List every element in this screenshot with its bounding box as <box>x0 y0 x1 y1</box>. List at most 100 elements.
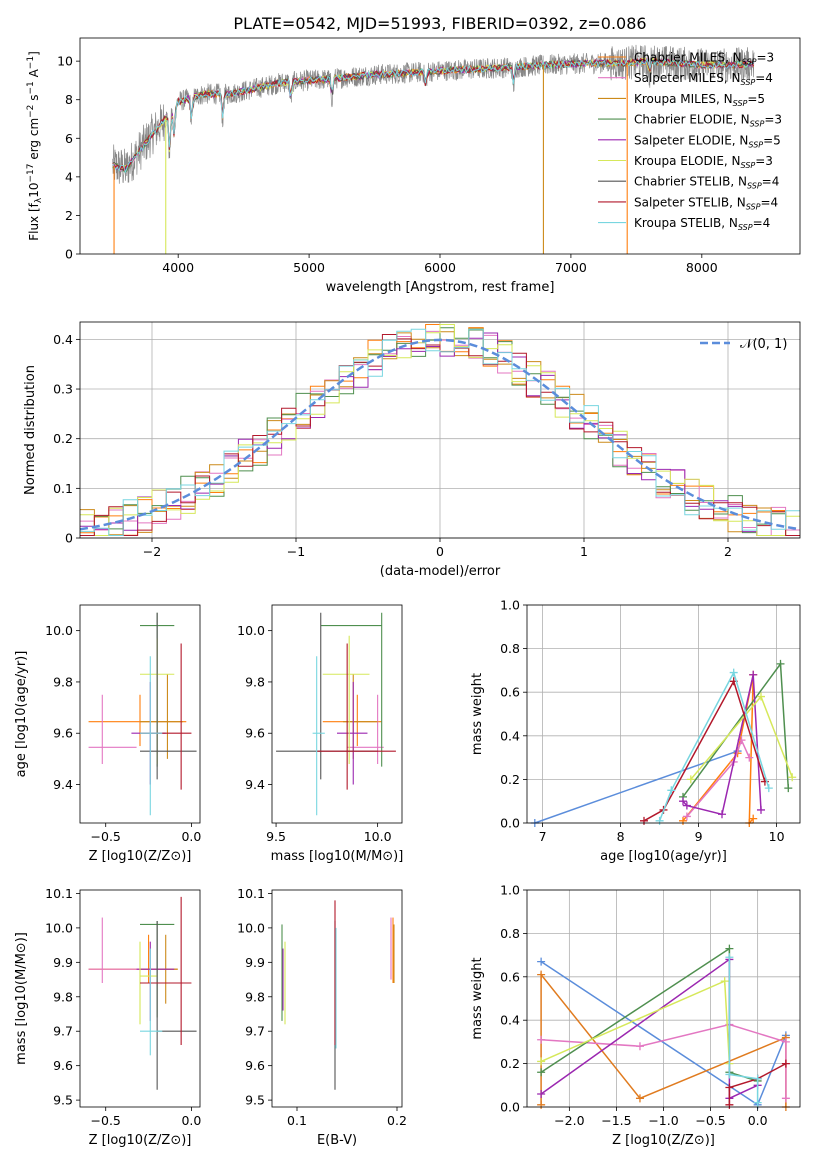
y-tick-label: 0 <box>65 247 73 262</box>
x-tick-label: 0.2 <box>387 1113 407 1128</box>
y-tick-label: 10.0 <box>237 920 265 935</box>
y-tick-label: 9.6 <box>53 726 73 741</box>
weight-marker <box>781 1059 790 1068</box>
x-axis-label: age [log10(age/yr)] <box>600 849 727 864</box>
y-tick-label: 0.2 <box>500 1056 520 1071</box>
y-tick-label: 9.4 <box>53 777 73 792</box>
x-tick-label: −2 <box>143 544 161 559</box>
x-tick-label: 9 <box>695 829 703 844</box>
x-tick-label: 0.1 <box>287 1113 307 1128</box>
y-tick-label: 10.1 <box>237 886 265 901</box>
mass-vs-extinction-panel: 0.1 0.2 9.5 9.6 9.7 9.8 9.9 10.0 10.1 E(B-V) <box>237 886 407 1148</box>
x-axis-label: E(B-V) <box>317 1133 357 1148</box>
weight-marker <box>679 816 687 825</box>
histogram-step <box>80 327 800 536</box>
legend-entry: Salpeter STELIB, NSSP=4 <box>634 195 778 211</box>
x-axis-label: Z [log10(Z/Z⊙)] <box>89 849 192 864</box>
y-tick-label: 0.0 <box>500 1100 520 1115</box>
legend-entry: Chabrier MILES, NSSP=3 <box>634 51 774 67</box>
weight-marker <box>781 1094 790 1103</box>
x-tick-label: 7000 <box>555 260 587 275</box>
legend-entry: Salpeter ELODIE, NSSP=5 <box>634 133 781 149</box>
y-tick-label: 10.1 <box>45 886 73 901</box>
x-tick-label: 5000 <box>293 260 325 275</box>
x-tick-label: 10 <box>769 829 785 844</box>
y-tick-label: 9.4 <box>245 777 265 792</box>
x-axis-label: Z [log10(Z/Z⊙)] <box>89 1133 192 1148</box>
axes-frame <box>79 889 201 1108</box>
y-tick-label: 9.8 <box>245 674 265 689</box>
x-axis-label: Z [log10(Z/Z⊙)] <box>612 1133 715 1148</box>
x-axis-label: (data-model)/error <box>380 564 501 579</box>
weight-marker <box>745 753 754 762</box>
y-tick-label: 9.8 <box>245 989 265 1004</box>
y-axis-label: age [log10(age/yr)] <box>14 651 29 778</box>
legend-entry: Kroupa MILES, NSSP=5 <box>634 92 765 108</box>
y-tick-label: 9.7 <box>53 1024 73 1039</box>
weight-marker <box>537 1068 546 1077</box>
x-tick-label: 1 <box>580 544 588 559</box>
y-axis-label: Normed distribution <box>23 365 38 495</box>
weight-marker <box>753 1074 762 1083</box>
x-tick-label: 0.0 <box>748 1113 768 1128</box>
weight-marker <box>776 659 785 668</box>
weight-line <box>643 679 766 822</box>
normal-distribution-curve <box>79 338 801 531</box>
weight-marker <box>537 957 546 966</box>
x-tick-label: 0.0 <box>181 1113 201 1128</box>
y-tick-label: 9.6 <box>245 726 265 741</box>
y-tick-label: 6 <box>65 131 73 146</box>
x-tick-label: 7 <box>539 829 547 844</box>
y-tick-label: 0.6 <box>500 685 520 700</box>
histogram-step <box>80 324 800 536</box>
y-tick-label: 0.2 <box>500 772 520 787</box>
weight-marker <box>667 786 676 795</box>
legend-entry: Salpeter MILES, NSSP=4 <box>634 71 773 87</box>
x-tick-label: 8000 <box>686 260 718 275</box>
y-tick-label: 0.1 <box>53 481 73 496</box>
x-tick-label: 9.5 <box>266 829 286 844</box>
figure-title: PLATE=0542, MJD=51993, FIBERID=0392, z=0… <box>233 14 646 33</box>
weight-marker <box>537 970 546 979</box>
y-tick-label: 10 <box>57 54 73 69</box>
x-tick-label: −1.0 <box>648 1113 678 1128</box>
x-tick-label: 2 <box>724 544 732 559</box>
x-tick-label: 10.0 <box>364 829 392 844</box>
x-tick-label: 6000 <box>424 260 456 275</box>
legend-entry: Chabrier STELIB, NSSP=4 <box>634 175 779 191</box>
weight-line <box>728 957 759 1103</box>
weight-marker <box>682 812 691 821</box>
spectrum-panel: 4000 5000 6000 7000 8000 0 2 4 6 8 10 wavelength [A… <box>26 37 801 295</box>
y-tick-label: 9.8 <box>53 674 73 689</box>
y-tick-label: 0.8 <box>500 641 520 656</box>
y-tick-label: 0.4 <box>500 1013 520 1028</box>
weight-marker <box>537 1089 546 1098</box>
x-tick-label: −0.5 <box>91 829 121 844</box>
weight-marker <box>729 668 738 677</box>
legend-entry: 𝒩(0, 1) <box>740 337 787 352</box>
mass-vs-metallicity-panel: −0.5 0.0 9.5 9.6 9.7 9.8 9.9 10.0 10.1 Z [log10(Z… <box>14 886 201 1148</box>
weight-marker <box>679 797 687 806</box>
weight-line <box>534 750 738 824</box>
weight-marker <box>537 1100 546 1109</box>
weight-marker <box>655 816 664 825</box>
weight-marker <box>749 670 758 679</box>
x-tick-label: −1 <box>287 544 305 559</box>
weight-marker <box>635 1094 644 1103</box>
y-tick-label: 9.9 <box>245 955 265 970</box>
y-tick-label: 10.0 <box>237 623 265 638</box>
x-axis-label: wavelength [Angstrom, rest frame] <box>326 280 555 295</box>
y-tick-label: 9.8 <box>53 989 73 1004</box>
weight-marker <box>749 814 758 823</box>
x-tick-label: −1.5 <box>601 1113 631 1128</box>
weight-marker <box>725 1083 734 1092</box>
weight-marker <box>753 1098 762 1107</box>
weight-vs-metallicity-panel: −2.0 −1.5 −1.0 −0.5 0.0 0.0 0.2 0.4 0.6 0.8 1.0 Z [… <box>470 883 801 1148</box>
y-axis-label: Flux [fλ10−17 erg cm−2 s−1 A−1] <box>26 51 44 241</box>
weight-marker <box>725 953 734 962</box>
y-tick-label: 2 <box>65 208 73 223</box>
x-tick-label: 8 <box>617 829 625 844</box>
y-tick-label: 10.0 <box>45 920 73 935</box>
y-tick-label: 0.0 <box>500 816 520 831</box>
